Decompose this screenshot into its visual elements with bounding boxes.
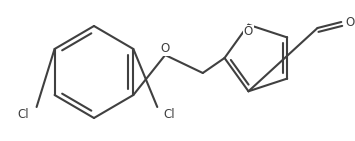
Text: O: O — [160, 42, 170, 56]
Text: Cl: Cl — [163, 107, 175, 121]
Text: O: O — [345, 16, 355, 28]
Text: O: O — [244, 25, 253, 38]
Text: Cl: Cl — [17, 107, 28, 121]
